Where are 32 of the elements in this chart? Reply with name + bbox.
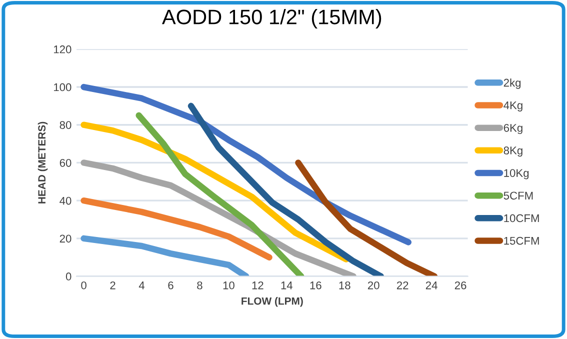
y-tick-label: 0	[66, 272, 72, 280]
x-tick-label: 6	[168, 281, 174, 290]
legend-label: 6Kg	[504, 124, 522, 134]
x-tick-label: 2	[110, 281, 116, 290]
y-tick-label: 60	[60, 158, 72, 167]
legend-label: 10Kg	[504, 169, 529, 180]
x-axis-title: FLOW (LPM)	[242, 297, 303, 307]
legend-label: 15CFM	[504, 236, 539, 245]
x-tick-label: 22	[396, 281, 408, 290]
x-tick-label: 0	[81, 281, 86, 290]
legend-label: 5CFM	[504, 192, 533, 200]
y-tick-label: 80	[60, 121, 72, 129]
x-tick-label: 10	[223, 281, 234, 290]
y-tick-label: 120	[54, 45, 72, 54]
legend-label: 10CFM	[504, 214, 539, 222]
x-tick-label: 8	[197, 281, 202, 290]
x-tick-label: 16	[310, 281, 322, 290]
y-tick-label: 100	[54, 83, 72, 92]
chart-title: AODD 150 1/2" (15MM)	[162, 9, 382, 28]
y-tick-label: 20	[60, 234, 72, 243]
x-tick-label: 18	[339, 281, 350, 290]
legend-label: 2kg	[504, 78, 521, 89]
x-tick-label: 26	[454, 281, 466, 290]
x-tick-label: 4	[138, 282, 145, 290]
x-tick-label: 12	[252, 281, 264, 290]
x-tick-label: 20	[368, 281, 380, 290]
x-tick-label: 24	[426, 281, 438, 290]
y-tick-label: 40	[60, 196, 72, 205]
legend-label: 4Kg	[504, 102, 522, 112]
legend-label: 8Kg	[504, 146, 522, 157]
y-axis-title: HEAD (METERS)	[38, 122, 48, 204]
x-tick-label: 14	[281, 282, 293, 290]
